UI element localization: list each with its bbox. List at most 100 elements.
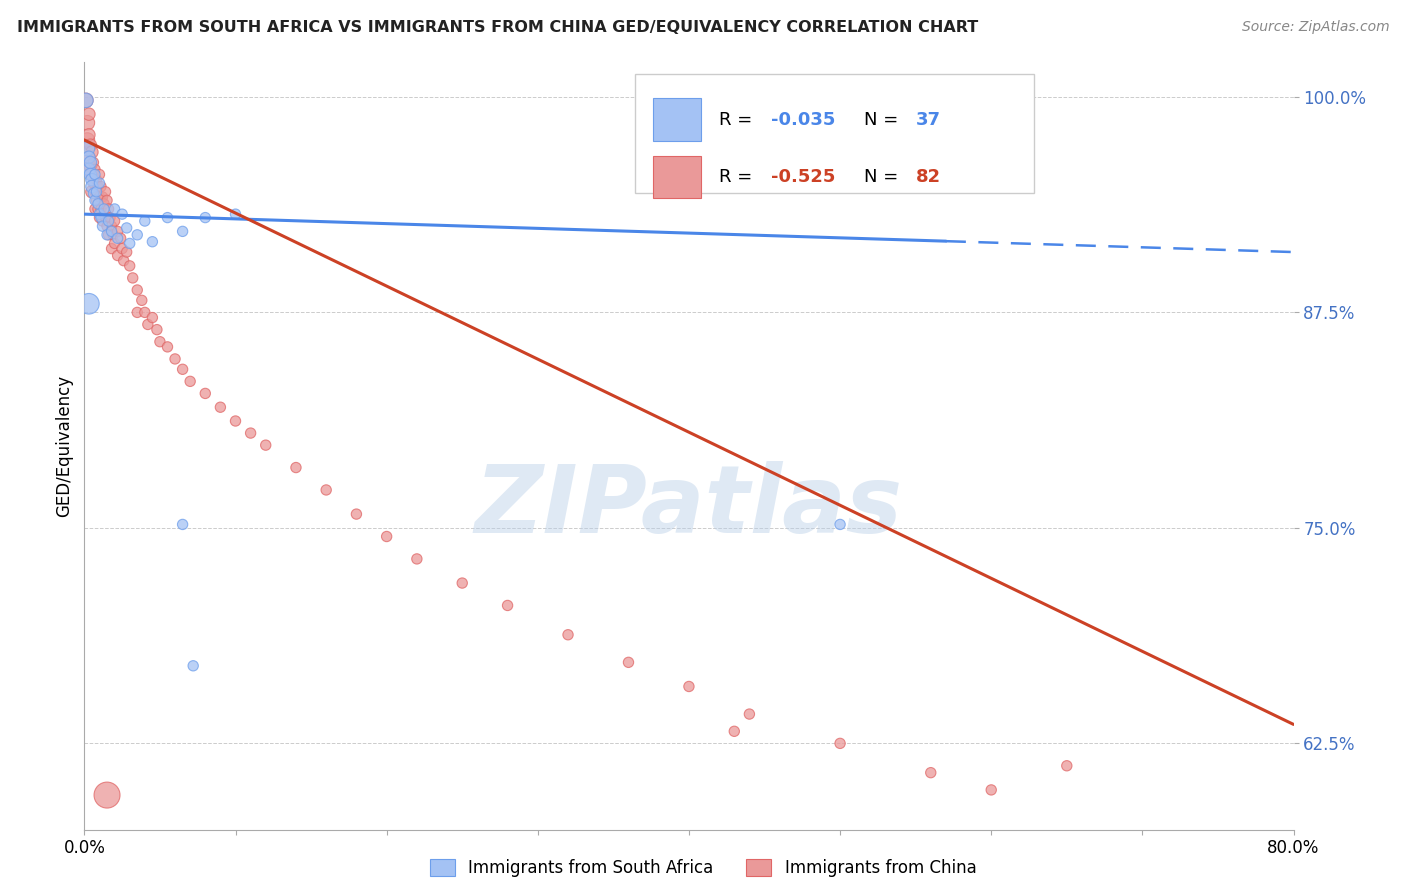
Bar <box>634 74 1033 193</box>
Point <box>86 194 108 208</box>
Point <box>920 765 942 780</box>
Point <box>89 190 111 204</box>
Point <box>91 214 114 228</box>
Point <box>980 783 1002 797</box>
Point <box>136 318 159 332</box>
Point <box>97 214 120 228</box>
Point <box>94 185 117 199</box>
Point <box>84 194 107 208</box>
Point <box>82 155 104 169</box>
Point <box>96 219 118 234</box>
Bar <box>652 156 702 198</box>
Point <box>84 202 107 216</box>
Point <box>127 227 149 242</box>
Point <box>80 145 103 159</box>
Point <box>239 426 262 441</box>
Point <box>194 211 217 225</box>
Point <box>79 138 101 153</box>
Bar <box>652 98 702 141</box>
Point <box>75 94 97 108</box>
Point <box>107 231 129 245</box>
Point <box>76 133 98 147</box>
Point <box>315 483 337 497</box>
Point <box>406 552 429 566</box>
Point <box>87 196 110 211</box>
Point <box>87 179 110 194</box>
Point <box>86 172 108 186</box>
Point <box>107 248 129 262</box>
Point <box>79 159 101 173</box>
Point <box>97 202 120 216</box>
Point <box>96 788 118 802</box>
Point <box>75 94 97 108</box>
Point <box>89 176 111 190</box>
Point <box>80 179 103 194</box>
Text: R =: R = <box>720 111 758 128</box>
Y-axis label: GED/Equivalency: GED/Equivalency <box>55 375 73 517</box>
Text: 37: 37 <box>917 111 941 128</box>
Text: ZIPatlas: ZIPatlas <box>475 461 903 553</box>
Point <box>93 202 115 216</box>
Point <box>254 438 277 452</box>
Point <box>156 211 179 225</box>
Point <box>118 259 141 273</box>
Point <box>93 196 115 211</box>
Text: 82: 82 <box>917 168 942 186</box>
Point <box>96 194 118 208</box>
Point <box>77 297 100 311</box>
Point <box>134 214 156 228</box>
Point <box>104 202 127 216</box>
Point <box>121 271 143 285</box>
Point <box>79 155 101 169</box>
Point <box>127 305 149 319</box>
Point <box>127 283 149 297</box>
Point <box>84 162 107 177</box>
Point <box>86 185 108 199</box>
Point <box>101 227 124 242</box>
Point <box>111 207 134 221</box>
Point <box>100 242 122 256</box>
Point <box>104 236 127 251</box>
Point <box>165 351 187 366</box>
Point <box>77 150 100 164</box>
Text: -0.525: -0.525 <box>770 168 835 186</box>
Point <box>80 185 103 199</box>
Point <box>107 224 129 238</box>
Point <box>225 207 247 221</box>
Point <box>115 221 138 235</box>
Point <box>79 168 101 182</box>
Point <box>90 211 112 225</box>
Point <box>90 179 112 194</box>
Point <box>84 185 107 199</box>
Point <box>146 323 169 337</box>
Point <box>557 628 579 642</box>
Point <box>87 202 110 216</box>
Point <box>131 293 153 308</box>
Point <box>194 386 217 401</box>
Point <box>830 517 852 532</box>
Point <box>91 190 114 204</box>
Point <box>89 211 111 225</box>
Point <box>80 172 103 186</box>
Point <box>84 168 107 182</box>
Text: N =: N = <box>865 111 904 128</box>
Point <box>115 245 138 260</box>
Point <box>496 599 519 613</box>
Point <box>118 236 141 251</box>
Text: R =: R = <box>720 168 758 186</box>
Point <box>111 242 134 256</box>
Legend: Immigrants from South Africa, Immigrants from China: Immigrants from South Africa, Immigrants… <box>423 852 983 884</box>
Point <box>77 128 100 142</box>
Point <box>172 224 194 238</box>
Point <box>89 168 111 182</box>
Point <box>285 460 308 475</box>
Point <box>82 176 104 190</box>
Point <box>94 211 117 225</box>
Point <box>181 658 204 673</box>
Point <box>77 162 100 177</box>
Point <box>91 219 114 234</box>
Point <box>112 253 135 268</box>
Point <box>225 414 247 428</box>
Point <box>76 116 98 130</box>
Point <box>82 186 104 201</box>
